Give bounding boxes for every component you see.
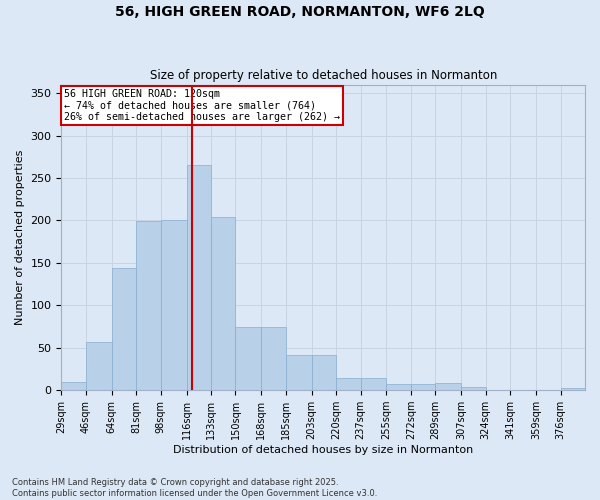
Bar [187, 165, 211, 390]
Bar [286, 356, 311, 390]
Bar [436, 384, 461, 390]
Bar [86, 342, 112, 390]
Bar [361, 378, 386, 390]
Bar [386, 384, 411, 390]
Bar [311, 356, 336, 390]
Y-axis label: Number of detached properties: Number of detached properties [15, 150, 25, 325]
Bar [411, 384, 436, 390]
Bar [235, 326, 262, 390]
Bar [262, 326, 286, 390]
Bar [560, 388, 585, 390]
Bar [461, 387, 486, 390]
Text: 56 HIGH GREEN ROAD: 120sqm
← 74% of detached houses are smaller (764)
26% of sem: 56 HIGH GREEN ROAD: 120sqm ← 74% of deta… [64, 89, 340, 122]
Bar [61, 382, 86, 390]
Text: 56, HIGH GREEN ROAD, NORMANTON, WF6 2LQ: 56, HIGH GREEN ROAD, NORMANTON, WF6 2LQ [115, 5, 485, 19]
X-axis label: Distribution of detached houses by size in Normanton: Distribution of detached houses by size … [173, 445, 473, 455]
Bar [112, 268, 136, 390]
Text: Contains HM Land Registry data © Crown copyright and database right 2025.
Contai: Contains HM Land Registry data © Crown c… [12, 478, 377, 498]
Bar [161, 220, 187, 390]
Bar [336, 378, 361, 390]
Bar [136, 222, 161, 390]
Title: Size of property relative to detached houses in Normanton: Size of property relative to detached ho… [149, 69, 497, 82]
Bar [211, 217, 235, 390]
